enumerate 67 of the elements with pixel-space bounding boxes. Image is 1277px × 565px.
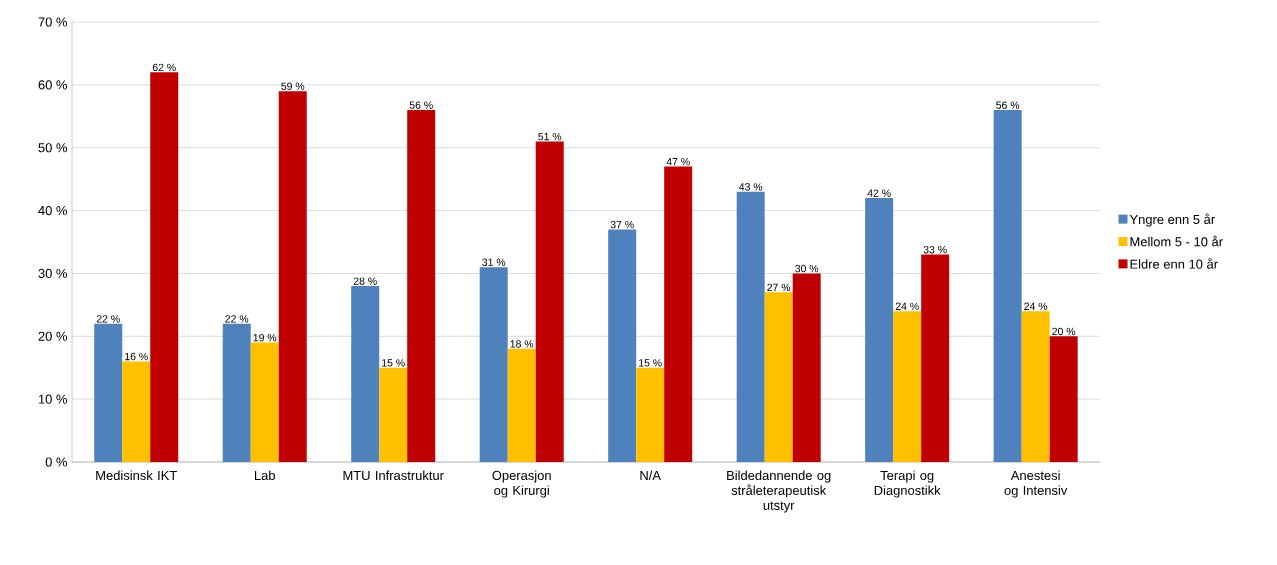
bar [764,292,793,462]
bar [736,191,765,462]
data-label: 15 % [382,359,405,367]
x-tick-label: Medisinsk IKT [96,470,177,481]
bar [608,229,637,462]
bar [1021,311,1050,462]
legend-label: Eldre enn 10 år [1130,258,1218,269]
data-label: 43 % [738,183,763,191]
y-tick-label: 30 % [38,268,68,279]
data-label: 24 % [1024,302,1048,310]
bar [865,198,894,462]
y-tick-label: 50 % [38,143,68,153]
data-label: 59 % [281,82,305,90]
data-label: 19 % [253,333,277,342]
bar [664,166,693,462]
y-tick-label: 0 % [45,457,68,467]
legend-label: Mellom 5 - 10 år [1130,235,1223,247]
legend-label: Yngre enn 5 år [1129,213,1215,227]
bar [407,110,436,462]
data-label: 51 % [538,132,562,141]
x-tick-label: Bildedannende og stråleterapeutisk utstyr [727,470,831,513]
y-tick-label: 70 % [38,17,68,27]
x-tick-label: MTU Infrastruktur [343,470,444,481]
bar [379,367,408,462]
bar [921,254,950,462]
bar [222,323,251,462]
data-label: 22 % [96,315,120,323]
x-tick-label: Operasjon og Kirurgi [492,470,551,498]
bar [792,273,821,462]
data-label: 18 % [510,340,534,348]
data-label: 56 % [996,101,1020,109]
y-tick-label: 60 % [38,80,68,90]
data-label: 30 % [795,264,819,273]
bar [1049,336,1078,462]
bar [535,141,564,462]
data-label: 15 % [639,359,662,367]
x-tick-label: Lab [254,470,275,481]
y-tick-label: 10 % [38,394,68,404]
data-label: 62 % [152,63,176,72]
data-label: 28 % [353,277,377,285]
data-label: 56 % [409,101,433,109]
bar [351,286,380,462]
bar [893,311,922,462]
data-label: 47 % [666,158,690,166]
data-label: 27 % [767,283,791,292]
x-tick-label: Terapi og Diagnostikk [874,470,941,498]
x-tick-label: N/A [640,470,661,481]
bar [150,72,179,462]
data-label: 33 % [923,245,947,254]
data-label: 42 % [867,189,891,197]
bar [94,323,123,462]
data-label: 24 % [895,302,919,310]
bar [993,110,1022,462]
data-label: 31 % [482,258,506,266]
y-tick-label: 40 % [38,205,68,216]
bar [278,91,307,462]
bar [507,348,536,462]
data-label: 16 % [125,352,148,361]
bar [122,361,151,462]
bar [636,367,665,462]
data-label: 37 % [610,220,634,229]
data-label: 22 % [225,315,249,323]
bar [250,342,279,462]
y-tick-label: 20 % [38,331,68,341]
data-label: 20 % [1052,327,1076,336]
x-tick-label: Anestesi og Intensiv [1004,470,1068,498]
bar [479,267,508,462]
